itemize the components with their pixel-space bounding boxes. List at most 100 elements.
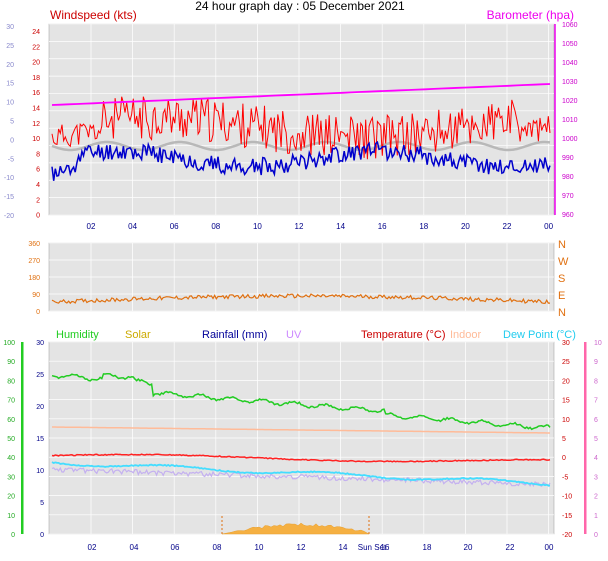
uv-tick-label: 4 bbox=[594, 455, 598, 462]
wind-tick-label: 4 bbox=[36, 182, 40, 189]
humidity-tick-label: 20 bbox=[7, 494, 15, 501]
humidity-tick-label: 50 bbox=[7, 436, 15, 443]
wind-x-ticks: 02 04 06 08 10 12 14 16 18 20 22 00 bbox=[87, 222, 554, 231]
rain-tick-label: 25 bbox=[36, 372, 44, 379]
temp-tick-label: 5 bbox=[562, 436, 566, 443]
temp-axis-ticks: 30 25 20 15 10 5 0 -5 -10 -15 -20 bbox=[562, 340, 572, 539]
wind-x-tick-label: 08 bbox=[211, 222, 220, 231]
wind-outer-tick-label: -10 bbox=[4, 175, 14, 182]
direction-tick-label: 360 bbox=[28, 241, 40, 248]
wind-tick-label: 16 bbox=[32, 90, 40, 97]
wind-direction-line bbox=[51, 293, 550, 305]
rain-axis-ticks: 30 25 20 15 10 5 0 bbox=[36, 340, 44, 539]
rain-tick-label: 15 bbox=[36, 436, 44, 443]
temp-legend: Humidity Solar Rainfall (mm) UV Temperature … bbox=[56, 329, 576, 341]
temp-x-tick-label: 20 bbox=[464, 543, 473, 552]
uv-tick-label: 3 bbox=[594, 474, 598, 481]
wind-tick-label: 0 bbox=[36, 213, 40, 220]
baro-ticks: 1060 1050 1040 1030 1020 1010 1000 990 980 970 960 bbox=[554, 22, 578, 219]
legend-entry: UV bbox=[286, 329, 302, 341]
baro-tick-label: 960 bbox=[562, 212, 574, 219]
baro-tick-label: 1050 bbox=[562, 41, 578, 48]
wind-outer-tick-label: 25 bbox=[6, 43, 14, 50]
humidity-tick-label: 100 bbox=[3, 340, 15, 347]
temp-tick-label: -15 bbox=[562, 513, 572, 520]
humidity-axis-bar bbox=[21, 342, 24, 534]
wind-grid bbox=[49, 23, 554, 216]
compass-label: N bbox=[558, 239, 566, 251]
wind-outer-tick-label: 20 bbox=[6, 62, 14, 69]
uv-tick-label: 6 bbox=[594, 417, 598, 424]
indoor-temp-line bbox=[52, 426, 550, 434]
rain-tick-label: 20 bbox=[36, 404, 44, 411]
chart-title: 24 hour graph day : 05 December 2021 bbox=[195, 0, 405, 13]
windspeed-line bbox=[51, 96, 551, 160]
wind-x-tick-label: 12 bbox=[295, 222, 304, 231]
uv-tick-label: 7 bbox=[594, 398, 598, 405]
rain-tick-label: 0 bbox=[40, 532, 44, 539]
temp-x-tick-label: 08 bbox=[213, 543, 222, 552]
legend-entry: Indoor bbox=[450, 329, 482, 341]
solar-area bbox=[221, 522, 370, 535]
uv-tick-label: 0 bbox=[594, 532, 598, 539]
temp-x-tick-label: 02 bbox=[88, 543, 97, 552]
humidity-tick-label: 40 bbox=[7, 455, 15, 462]
wind-outer-tick-label: -20 bbox=[4, 213, 14, 220]
baro-tick-label: 1010 bbox=[562, 117, 578, 124]
temp-x-tick-label: Sun Set bbox=[358, 543, 387, 552]
wind-outer-tick-label: -5 bbox=[8, 156, 14, 163]
wind-tick-label: 6 bbox=[36, 167, 40, 174]
uv-tick-label: 10 bbox=[594, 340, 602, 347]
wind-tick-label: 10 bbox=[32, 136, 40, 143]
rain-tick-label: 5 bbox=[40, 500, 44, 507]
wind-outer-tick-label: -15 bbox=[4, 194, 14, 201]
temp-panel: Humidity Solar Rainfall (mm) UV Temperature … bbox=[3, 329, 602, 552]
humidity-tick-label: 0 bbox=[11, 532, 15, 539]
wind-outer-tick-label: 15 bbox=[6, 81, 14, 88]
legend-entry: Humidity bbox=[56, 329, 99, 341]
wind-outer-tick-label: 30 bbox=[6, 24, 14, 31]
direction-tick-label: 0 bbox=[36, 309, 40, 316]
direction-tick-label: 90 bbox=[32, 292, 40, 299]
wind-tick-label: 18 bbox=[32, 75, 40, 82]
temp-x-tick-label: 16 bbox=[381, 543, 390, 552]
temperature-line bbox=[51, 453, 551, 463]
wind-tick-label: 12 bbox=[32, 121, 40, 128]
uv-tick-label: 5 bbox=[594, 436, 598, 443]
compass-label: N bbox=[558, 307, 566, 319]
wind-tick-label: 14 bbox=[32, 106, 40, 113]
temp-tick-label: 10 bbox=[562, 417, 570, 424]
uv-tick-label: 1 bbox=[594, 513, 598, 520]
uv-tick-label: 9 bbox=[594, 359, 598, 366]
wind-panel: Windspeed (kts) Barometer (hpa) 30252015… bbox=[4, 8, 578, 231]
direction-tick-label: 180 bbox=[28, 275, 40, 282]
wind-x-tick-label: 06 bbox=[170, 222, 179, 231]
wind-tick-label: 24 bbox=[32, 29, 40, 36]
legend-entry: Rainfall (mm) bbox=[202, 329, 267, 341]
temp-x-tick-label: 18 bbox=[423, 543, 432, 552]
wind-outer-tick-label: 10 bbox=[6, 100, 14, 107]
rain-tick-label: 30 bbox=[36, 340, 44, 347]
wind-tick-label: 22 bbox=[32, 44, 40, 51]
temp-x-tick-label: 12 bbox=[297, 543, 306, 552]
legend-entry: Solar bbox=[125, 329, 151, 341]
humidity-line bbox=[51, 372, 551, 431]
temp-x-tick-label: 04 bbox=[130, 543, 139, 552]
temp-tick-label: 20 bbox=[562, 378, 570, 385]
wind-average-line bbox=[51, 140, 551, 181]
uv-tick-label: 8 bbox=[594, 378, 598, 385]
temp-x-tick-label: 22 bbox=[506, 543, 515, 552]
wind-x-tick-label: 20 bbox=[461, 222, 470, 231]
temp-tick-label: 15 bbox=[562, 398, 570, 405]
wind-x-tick-label: 02 bbox=[87, 222, 96, 231]
wind-left-ticks: 30 25 20 15 10 5 0 -5 -10 -15 -20 bbox=[4, 24, 14, 220]
wind-outer-tick-label: 0 bbox=[10, 137, 14, 144]
temp-x-tick-label: 14 bbox=[339, 543, 348, 552]
direction-grid bbox=[49, 242, 554, 312]
